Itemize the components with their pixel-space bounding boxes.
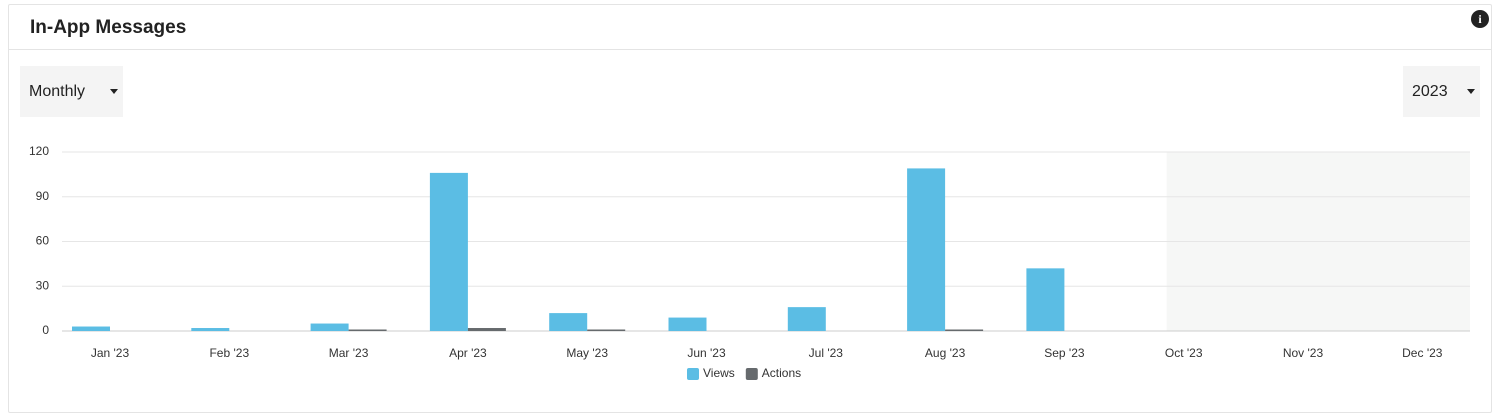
- card-title: In-App Messages: [30, 17, 187, 38]
- bar: [191, 328, 230, 331]
- y-tick-label: 90: [36, 189, 50, 203]
- x-tick-label: Sep '23: [1044, 346, 1085, 360]
- bar: [787, 307, 826, 331]
- bar: [467, 328, 506, 331]
- legend-swatch: [687, 368, 699, 380]
- legend-label: Views: [703, 366, 735, 380]
- period-dropdown[interactable]: Monthly: [20, 66, 123, 117]
- bar: [945, 329, 984, 331]
- x-tick-label: Nov '23: [1283, 346, 1324, 360]
- bar: [429, 172, 468, 331]
- legend-swatch: [745, 368, 758, 380]
- x-tick-label: Jul '23: [809, 346, 844, 360]
- caret: [1467, 89, 1475, 94]
- period-value: Monthly: [29, 83, 86, 100]
- y-tick-label: 120: [29, 144, 49, 158]
- bar: [72, 326, 110, 331]
- bar: [907, 168, 946, 331]
- caret: [110, 89, 118, 94]
- y-tick-label: 30: [36, 278, 50, 292]
- bar: [1026, 268, 1065, 331]
- divider: [9, 49, 1491, 50]
- x-tick-label: Dec '23: [1402, 346, 1443, 360]
- x-tick-label: Mar '23: [329, 346, 369, 360]
- x-tick-label: Aug '23: [925, 346, 966, 360]
- legend-label: Actions: [762, 366, 801, 380]
- x-tick-label: Jan '23: [91, 346, 130, 360]
- info-icon[interactable]: i: [1471, 10, 1489, 28]
- x-tick-label: May '23: [566, 346, 608, 360]
- bar: [348, 329, 387, 331]
- x-tick-label: Jun '23: [687, 346, 726, 360]
- card: In-App Messages Monthly 2023 i: [8, 4, 1492, 413]
- y-tick-label: 60: [36, 234, 50, 248]
- bar: [668, 317, 707, 331]
- bar: [549, 313, 588, 331]
- x-tick-label: Apr '23: [449, 346, 487, 360]
- year-value: 2023: [1412, 83, 1448, 100]
- x-tick-label: Feb '23: [209, 346, 249, 360]
- y-tick-label: 0: [42, 323, 49, 337]
- year-dropdown[interactable]: 2023: [1403, 66, 1480, 117]
- x-tick-label: Oct '23: [1165, 346, 1203, 360]
- bar: [587, 329, 626, 331]
- bar: [310, 323, 349, 331]
